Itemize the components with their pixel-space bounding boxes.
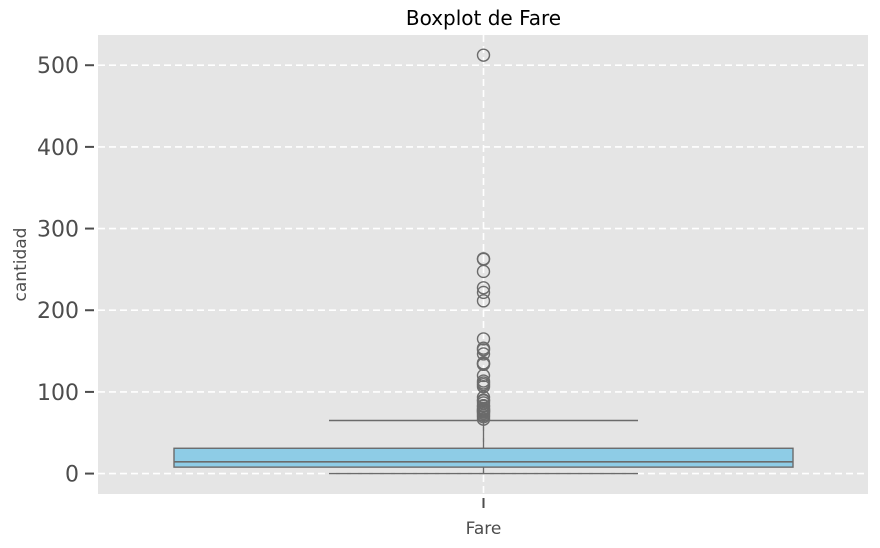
outlier-point	[476, 332, 491, 346]
y-tick-label: 200	[37, 299, 79, 324]
chart-title: Boxplot de Fare	[406, 6, 561, 30]
y-axis: 0 100 200 300 400 500	[37, 54, 94, 488]
y-tick-label: 100	[37, 381, 79, 406]
outlier-point	[476, 281, 491, 295]
outlier-points	[476, 48, 491, 426]
outlier-point	[476, 48, 491, 62]
y-tick-label: 300	[37, 218, 79, 243]
outlier-point	[476, 368, 491, 383]
interquartile-box	[173, 447, 794, 468]
y-tick-label: 0	[65, 463, 79, 488]
outlier-point	[476, 264, 491, 279]
y-axis-label: cantidad	[11, 228, 31, 302]
outlier-point	[476, 285, 491, 300]
outlier-point	[476, 347, 491, 361]
y-tick-label: 500	[37, 54, 79, 79]
x-axis: Fare	[466, 498, 502, 539]
outlier-point	[476, 357, 491, 372]
outlier-point	[476, 294, 491, 308]
outlier-point	[476, 412, 491, 426]
y-tick-label: 400	[37, 136, 79, 161]
outlier-point	[476, 379, 491, 394]
x-tick-label: Fare	[466, 519, 502, 539]
outlier-point	[476, 343, 491, 357]
box-group	[173, 419, 794, 475]
